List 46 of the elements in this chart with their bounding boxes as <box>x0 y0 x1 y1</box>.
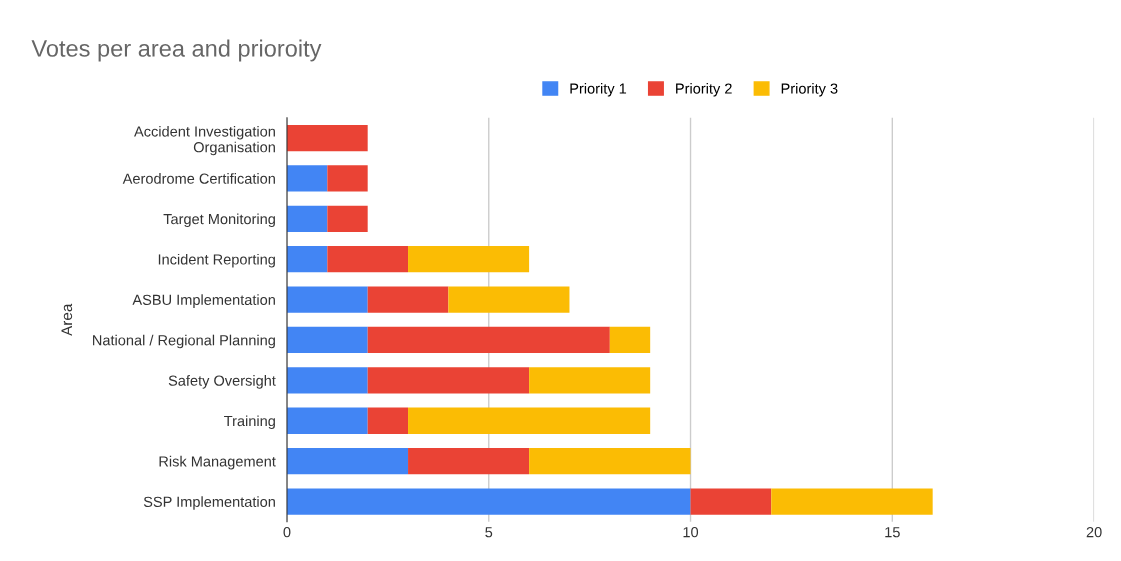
bar <box>408 407 651 434</box>
bar <box>367 367 530 394</box>
legend-label: Priority 3 <box>781 83 838 97</box>
bar <box>286 448 409 475</box>
bar <box>286 286 368 313</box>
bar <box>529 448 691 475</box>
y-tick-label: National / Regional Planning <box>93 334 275 349</box>
y-tick-label: SSP Implementation <box>143 496 275 510</box>
y-tick-label: Accident Investigation Organisation <box>134 125 275 156</box>
bar <box>327 246 409 273</box>
y-tick-label: Aerodrome Certification <box>122 173 275 184</box>
legend-label: Priority 2 <box>676 83 732 97</box>
bar <box>609 326 651 354</box>
bar <box>286 326 368 354</box>
x-tick-label: 10 <box>683 526 699 538</box>
bar <box>286 124 368 152</box>
x-tick-label: 0 <box>283 526 291 538</box>
bar <box>408 448 530 475</box>
x-tick-label: 20 <box>1086 526 1102 538</box>
y-tick-label: Safety Oversight <box>168 375 276 389</box>
bar <box>286 165 328 192</box>
bar <box>286 488 691 515</box>
bar <box>286 367 368 394</box>
bar <box>286 205 328 232</box>
bar <box>771 488 933 515</box>
bar <box>367 326 610 354</box>
legend-label: Priority 1 <box>570 83 627 97</box>
bar <box>367 286 449 313</box>
y-axis-title: Area <box>61 303 73 336</box>
bar <box>327 205 368 232</box>
x-tick-label: 5 <box>485 527 493 538</box>
bar <box>327 165 368 192</box>
y-tick-label: ASBU Implementation <box>132 294 275 308</box>
y-tick-label: Risk Management <box>159 455 276 470</box>
y-tick-label: Target Monitoring <box>163 213 275 228</box>
bar <box>448 286 570 313</box>
bar <box>286 407 368 434</box>
bar <box>286 246 328 273</box>
y-tick-label: Incident Reporting <box>158 253 275 268</box>
bar <box>690 488 772 515</box>
bar <box>529 367 651 394</box>
chart-title: Votes per area and prioroity <box>31 39 322 62</box>
x-tick-label: 15 <box>885 527 900 538</box>
bar <box>408 246 530 273</box>
bar <box>367 407 409 434</box>
y-tick-label: Training <box>224 415 275 430</box>
